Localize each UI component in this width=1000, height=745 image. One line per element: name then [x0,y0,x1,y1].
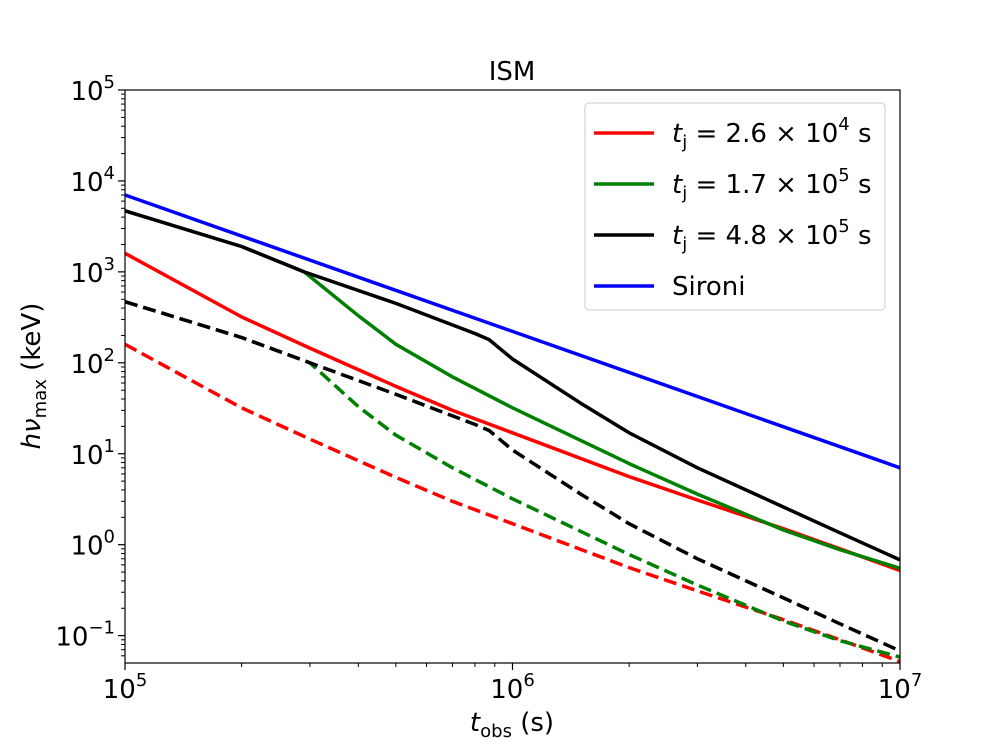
legend-label-3: Sironi [672,272,745,302]
y-tick-label: 105 [70,72,115,107]
plot-series-group [125,193,900,663]
legend-label-0: tj = 2.6 × 104 s [672,114,872,153]
series-line-5 [125,300,900,653]
x-axis-label: tobs (s) [470,708,554,742]
x-tick-label: 107 [878,670,923,705]
plot-frame [124,89,901,664]
y-tick-label: 103 [70,254,115,289]
legend-label-2: tj = 4.8 × 105 s [672,216,872,255]
y-tick-label: 100 [70,527,115,562]
legend: tj = 2.6 × 104 s tj = 1.7 × 105 s tj = 4.8… [584,102,886,311]
series-line-4 [125,209,900,562]
legend-label-1: tj = 1.7 × 105 s [672,165,872,204]
y-tick-label: 104 [70,163,115,198]
y-tick-label: 101 [70,436,115,471]
y-tick-label: 102 [70,345,115,380]
chart-title: ISM [489,57,536,87]
legend-box [584,102,886,311]
series-line-1 [125,342,900,663]
y-axis-label: hνmax (keV) [17,303,51,450]
x-tick-label: 105 [103,670,148,705]
y-tick-label: 10−1 [55,618,115,653]
series-line-3 [125,300,900,659]
x-axis-ticks: 105 106 107 [103,663,923,705]
y-axis-ticks: 10−1 100 101 102 103 104 105 [55,72,125,657]
x-tick-label: 106 [490,670,535,705]
series-line-6 [125,193,900,470]
